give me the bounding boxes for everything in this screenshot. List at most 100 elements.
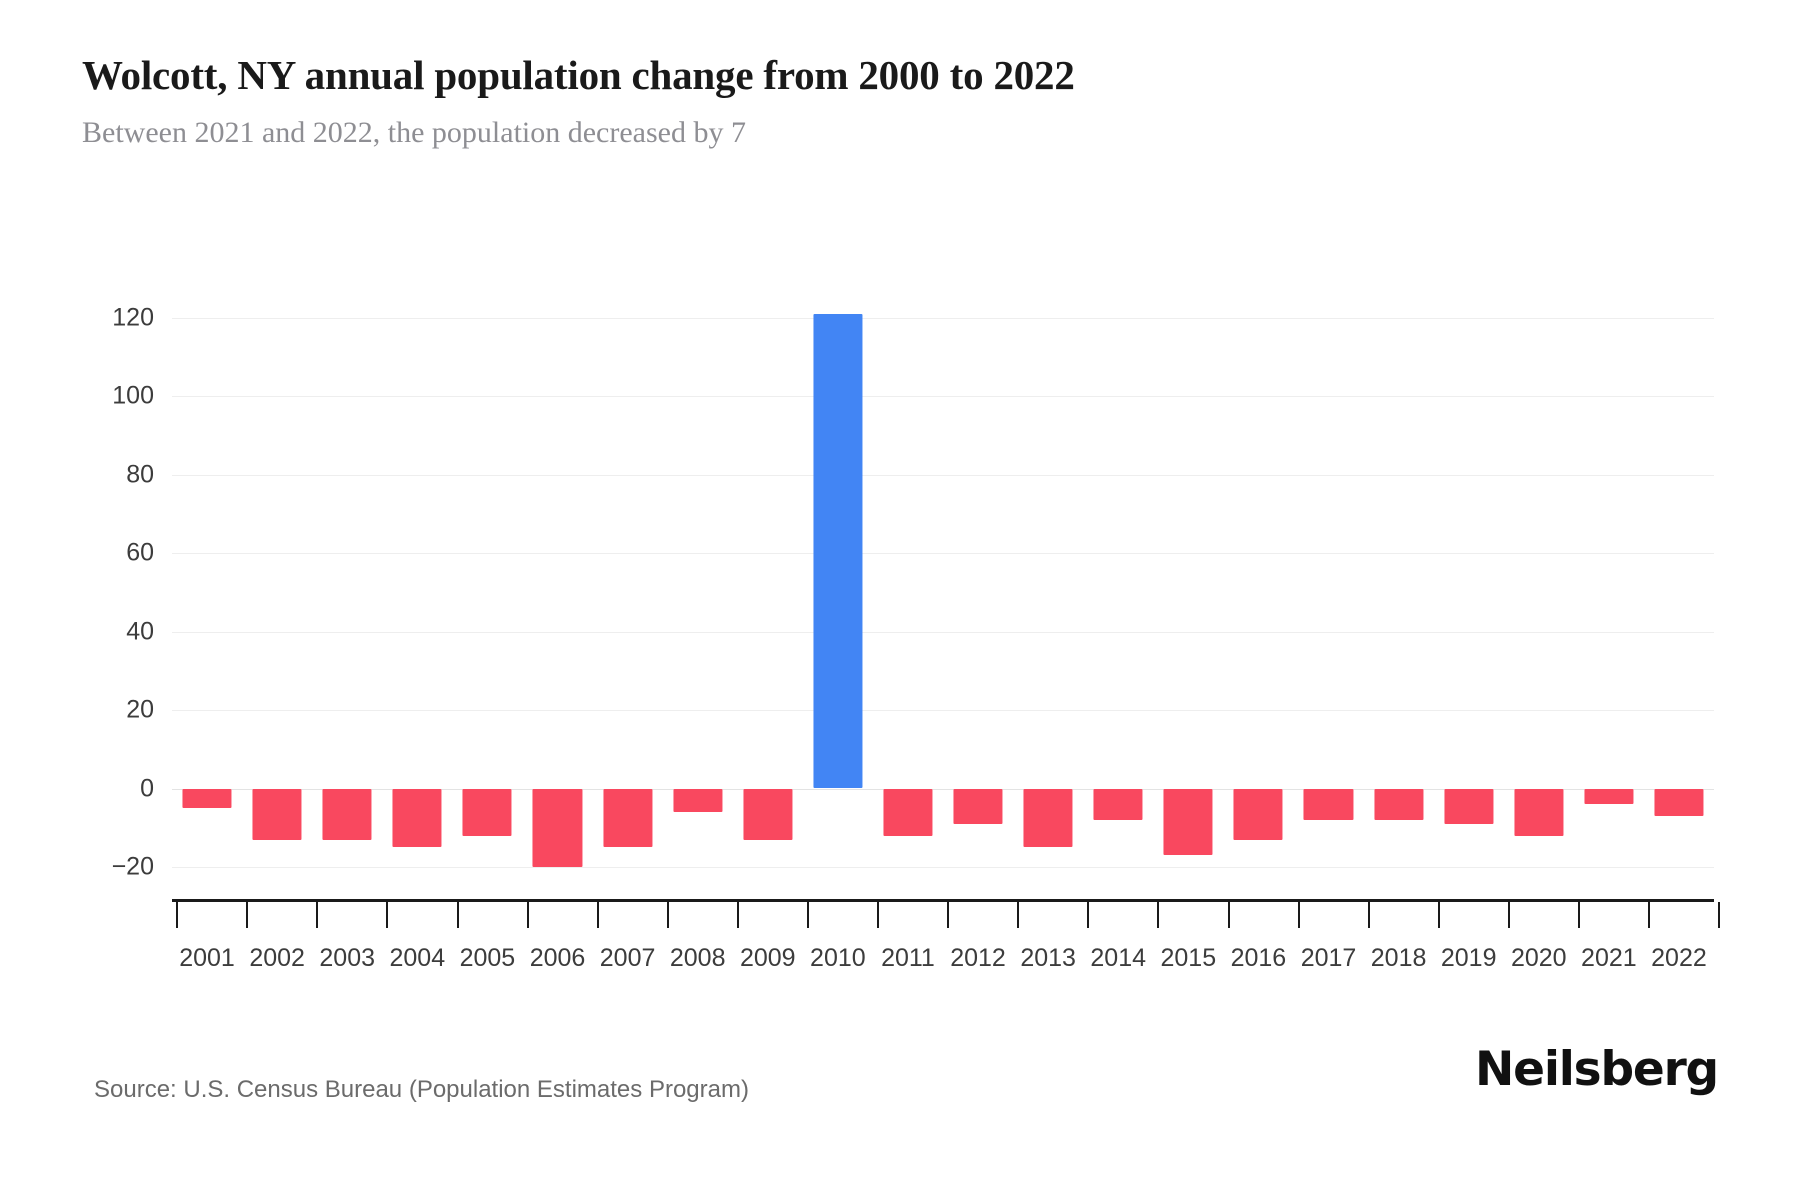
bar[interactable] [462,788,512,836]
x-axis-tick-label: 2019 [1440,944,1497,972]
bar[interactable] [673,788,723,813]
x-axis-tick [1157,902,1160,928]
x-axis-line [172,899,1714,902]
bar-slot [1364,294,1434,867]
x-axis-tick-label: 2009 [739,944,796,972]
x-axis-tick [1367,902,1370,928]
bar[interactable] [1584,788,1634,805]
x-axis-tick-label: 2022 [1651,944,1707,972]
x-axis-tick [877,902,880,928]
x-axis-tick-label: 2013 [1020,944,1076,972]
x-axis-tick [1297,902,1300,928]
bar-slot [1223,294,1293,867]
x-axis-tick-label: 2014 [1090,944,1147,972]
x-axis-tick [736,902,739,928]
x-axis-tick-label: 2010 [810,944,866,972]
x-axis-tick [1437,902,1440,928]
bar-slot [1504,294,1574,867]
x-axis-tick-label: 2017 [1300,944,1357,972]
bar[interactable] [1233,788,1283,840]
x-axis-tick [456,902,459,928]
bar-slot [733,294,803,867]
x-axis-tick [316,902,319,928]
x-axis-tick [1227,902,1230,928]
x-axis-tick-label: 2015 [1160,944,1217,972]
bar[interactable] [1514,788,1564,836]
bar[interactable] [252,788,302,840]
bar-slot [593,294,663,867]
bar[interactable] [1303,788,1354,820]
chart-header: Wolcott, NY annual population change fro… [82,52,1722,151]
bar[interactable] [182,788,232,809]
bar-slot [1644,294,1714,867]
x-axis-tick [947,902,950,928]
x-axis-tick-label: 2012 [950,944,1006,972]
bar-slot [452,294,522,867]
gridline [172,631,1714,633]
y-axis-tick-label: 40 [126,617,154,646]
y-axis-tick-label: 120 [112,303,154,332]
bar[interactable] [953,788,1003,824]
y-axis-tick-label: 20 [126,695,154,724]
bar[interactable] [532,788,583,867]
gridline [172,396,1714,398]
y-axis-tick-label: 80 [126,460,154,489]
bar-slot [382,294,452,867]
bar-slot [1083,294,1153,867]
bar[interactable] [883,788,933,836]
x-axis-tick [1718,902,1721,928]
bar[interactable] [1093,788,1143,820]
bar[interactable] [743,788,793,840]
x-axis-tick [1507,902,1510,928]
x-axis-tick [596,902,599,928]
bar-slot [803,294,873,867]
gridline [172,317,1714,319]
x-axis-tick-label: 2006 [529,944,586,972]
y-axis-tick-label: 100 [112,381,154,410]
x-axis-tick-label: 2002 [249,944,305,972]
bar[interactable] [1023,788,1073,848]
y-axis-tick-label: −20 [111,852,154,881]
bar[interactable] [813,313,863,789]
bar[interactable] [1374,788,1424,820]
bar-chart-canvas [172,294,1714,868]
x-axis-tick [1087,902,1090,928]
gridline [172,474,1714,476]
chart-subtitle: Between 2021 and 2022, the population de… [82,116,746,150]
x-axis-tick-label: 2008 [669,944,726,972]
neilsberg-logo: Neilsberg [1475,1042,1719,1097]
bar-slot [1293,294,1363,867]
bar-slot [1013,294,1083,867]
gridline [172,867,1714,868]
y-axis-tick-label: 60 [126,538,154,567]
source-note: Source: U.S. Census Bureau (Population E… [94,1076,749,1103]
x-axis-tick [386,902,389,928]
x-axis-tick-label: 2021 [1581,944,1637,972]
x-axis-tick [807,902,810,928]
bar-slot [1574,294,1644,867]
x-axis-tick [526,902,529,928]
bar-slot [943,294,1013,867]
bars-group [172,294,1714,867]
bar[interactable] [603,788,653,848]
bar[interactable] [1654,788,1704,816]
x-axis-tick-label: 2011 [881,944,935,972]
bar-slot [312,294,382,867]
bar[interactable] [1444,788,1494,824]
x-axis-tick [1017,902,1020,928]
bar[interactable] [392,788,442,848]
bar[interactable] [1163,788,1213,856]
bar-slot [522,294,592,867]
x-axis-tick-label: 2005 [459,944,516,972]
gridline [172,553,1714,555]
bar-slot [1434,294,1504,867]
bar-slot [663,294,733,867]
x-axis-tick [1578,902,1581,928]
x-axis-tick [666,902,669,928]
bar[interactable] [322,788,372,840]
x-axis-tick-label: 2007 [599,944,656,972]
bar-slot [242,294,312,867]
bar-slot [873,294,943,867]
